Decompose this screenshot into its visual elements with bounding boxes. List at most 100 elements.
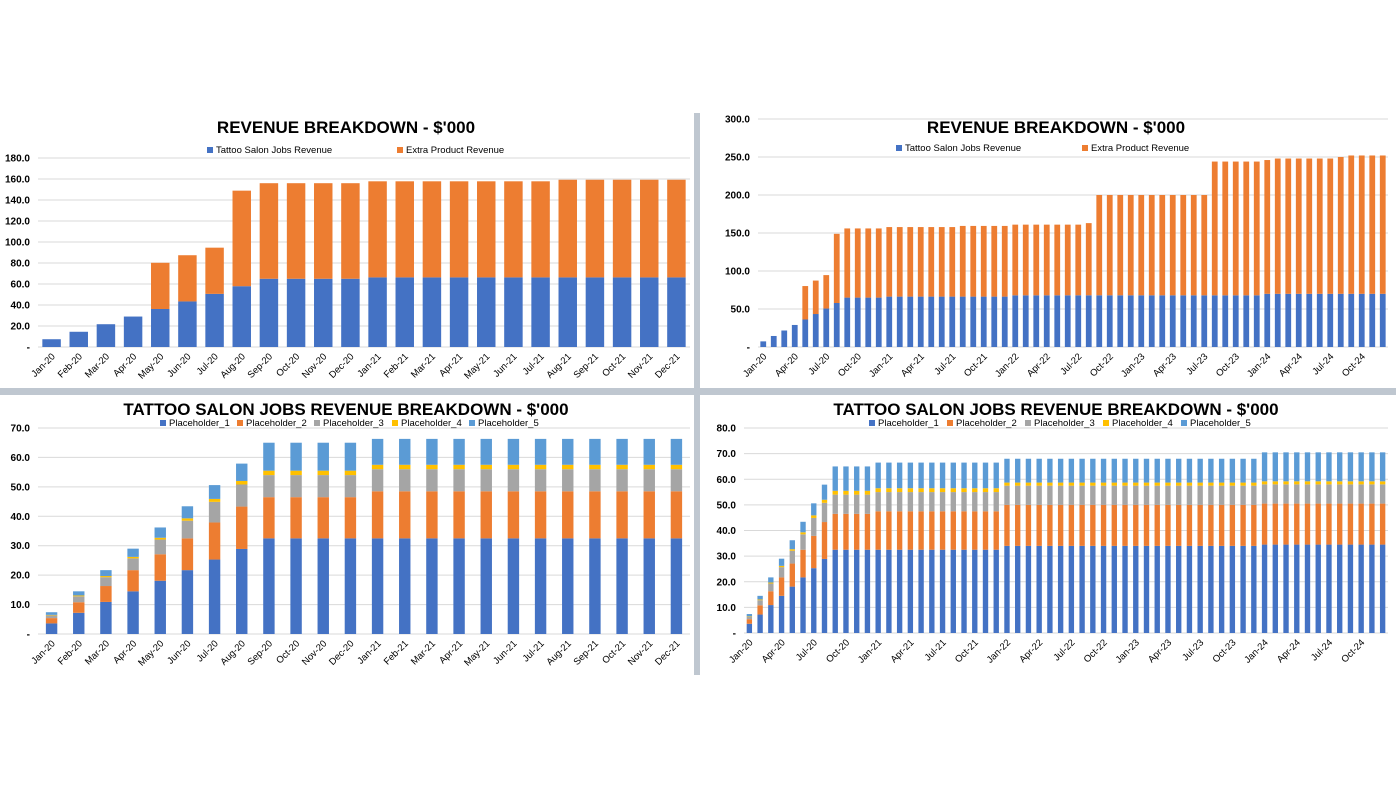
bar-tattoo-salon-jobs-revenue-may-20	[151, 308, 170, 347]
bar-placeholder-2-dec-21	[993, 511, 999, 550]
bar-placeholder-2-nov-20	[854, 513, 860, 550]
bar-placeholder-4-nov-23	[1240, 482, 1246, 486]
bar-placeholder-1-aug-22	[1079, 545, 1085, 633]
bar-tattoo-salon-jobs-revenue-apr-20	[123, 316, 143, 347]
bar-placeholder-2-sep-21	[589, 491, 601, 539]
x-tick-label: Jun-20	[165, 638, 193, 666]
bar-placeholder-4-mar-21	[426, 464, 438, 470]
x-tick-label: Apr-22	[1017, 637, 1045, 665]
bar-placeholder-5-dec-24	[1379, 452, 1386, 482]
bar-placeholder-4-nov-20	[317, 470, 329, 476]
bar-extra-product-revenue-mar-21	[907, 227, 914, 297]
bar-extra-product-revenue-feb-21	[395, 181, 414, 278]
bar-placeholder-1-jun-20	[800, 577, 806, 633]
x-tick-label: Apr-24	[1275, 637, 1303, 665]
bar-placeholder-2-oct-22	[1100, 504, 1107, 546]
bar-placeholder-4-jun-21	[929, 488, 935, 493]
bar-placeholder-3-aug-21	[950, 492, 956, 512]
bar-placeholder-4-may-20	[789, 549, 795, 551]
x-tick-label: Jan-21	[856, 637, 884, 665]
bar-placeholder-4-may-21	[918, 488, 924, 493]
bar-extra-product-revenue-feb-24	[1274, 158, 1281, 294]
bar-placeholder-1-may-21	[480, 538, 492, 634]
bar-placeholder-4-aug-21	[562, 464, 574, 470]
bar-tattoo-salon-jobs-revenue-mar-20	[781, 330, 788, 347]
bar-tattoo-salon-jobs-revenue-jan-22	[1012, 295, 1019, 347]
x-tick-label: Jan-23	[1119, 351, 1147, 379]
x-tick-label: Apr-24	[1277, 351, 1305, 379]
bar-placeholder-2-mar-20	[768, 591, 774, 606]
bar-placeholder-3-jul-22	[1068, 485, 1075, 505]
bar-tattoo-salon-jobs-revenue-nov-24	[1369, 293, 1376, 347]
y-tick-label: 80.0	[717, 424, 737, 435]
bar-placeholder-5-jun-24	[1315, 452, 1321, 482]
bar-extra-product-revenue-aug-21	[558, 179, 577, 278]
x-tick-label: Jan-20	[29, 351, 57, 379]
bar-placeholder-5-apr-24	[1294, 452, 1300, 482]
bar-placeholder-4-apr-21	[907, 488, 914, 493]
bar-placeholder-1-feb-20	[757, 614, 763, 633]
bar-placeholder-4-jan-24	[1261, 481, 1268, 485]
bar-placeholder-5-jun-21	[507, 438, 520, 465]
bar-placeholder-5-feb-20	[73, 591, 85, 596]
bar-tattoo-salon-jobs-revenue-dec-21	[667, 277, 686, 347]
bar-placeholder-2-feb-23	[1143, 504, 1150, 546]
bar-placeholder-4-sep-21	[961, 488, 967, 493]
x-tick-label: Apr-23	[1146, 637, 1174, 665]
bar-tattoo-salon-jobs-revenue-nov-23	[1243, 295, 1250, 347]
bar-placeholder-3-feb-21	[399, 469, 411, 492]
bar-placeholder-4-mar-24	[1283, 481, 1289, 485]
bar-placeholder-1-oct-24	[1358, 544, 1364, 633]
bar-placeholder-3-oct-24	[1358, 484, 1364, 504]
bar-placeholder-2-may-20	[789, 563, 795, 587]
bar-placeholder-3-feb-22	[1015, 485, 1021, 505]
bar-tattoo-salon-jobs-revenue-apr-20	[791, 324, 798, 347]
bar-placeholder-4-jun-23	[1186, 482, 1193, 486]
bar-extra-product-revenue-aug-21	[959, 225, 966, 297]
bar-placeholder-4-jan-21	[371, 464, 384, 470]
bar-tattoo-salon-jobs-revenue-aug-21	[558, 277, 577, 347]
bar-placeholder-5-sep-20	[832, 466, 838, 491]
y-tick-label: 60.0	[11, 453, 31, 464]
bar-placeholder-4-feb-23	[1143, 482, 1150, 486]
bar-placeholder-4-sep-21	[589, 464, 601, 470]
chart-title: REVENUE BREAKDOWN - $'000	[927, 118, 1185, 137]
x-tick-label: Jan-21	[355, 638, 383, 666]
x-tick-label: Oct-20	[274, 638, 302, 666]
bar-placeholder-1-jul-21	[534, 538, 547, 634]
bar-placeholder-5-oct-24	[1358, 452, 1364, 482]
bar-extra-product-revenue-sep-21	[970, 225, 977, 297]
bar-placeholder-5-apr-20	[778, 558, 785, 566]
bar-placeholder-2-jan-20	[746, 619, 753, 624]
legend-entry: Tattoo Salon Jobs Revenue	[216, 145, 332, 156]
bar-placeholder-1-dec-20	[344, 538, 357, 634]
bar-placeholder-2-jun-23	[1186, 504, 1193, 546]
bar-placeholder-2-mar-21	[896, 511, 903, 550]
x-tick-label: Oct-20	[836, 351, 864, 379]
bar-placeholder-1-jun-22	[1057, 545, 1064, 633]
bar-placeholder-1-nov-20	[854, 549, 860, 633]
bar-extra-product-revenue-feb-22	[1022, 224, 1029, 296]
bar-tattoo-salon-jobs-revenue-feb-24	[1274, 293, 1281, 347]
bar-extra-product-revenue-apr-22	[1043, 224, 1050, 296]
bar-placeholder-2-sep-20	[263, 497, 275, 539]
tattoo-monthly-svg: -10.020.030.040.050.060.070.0Jan-20Feb-2…	[11, 400, 690, 669]
bar-tattoo-salon-jobs-revenue-mar-22	[1033, 295, 1040, 347]
bar-tattoo-salon-jobs-revenue-aug-23	[1211, 295, 1218, 347]
bar-extra-product-revenue-nov-22	[1117, 195, 1124, 296]
x-tick-label: Oct-23	[1211, 637, 1239, 665]
bar-placeholder-1-sep-21	[961, 549, 967, 633]
bar-placeholder-4-nov-21	[982, 488, 989, 493]
bar-placeholder-1-apr-20	[127, 591, 139, 634]
bar-placeholder-2-jan-21	[371, 491, 384, 539]
x-tick-label: Mar-20	[83, 351, 112, 380]
bar-tattoo-salon-jobs-revenue-dec-22	[1127, 295, 1134, 347]
x-tick-label: Oct-20	[274, 351, 302, 379]
bar-placeholder-4-dec-24	[1379, 481, 1386, 485]
bar-extra-product-revenue-aug-22	[1085, 223, 1092, 296]
bar-placeholder-2-jan-21	[875, 511, 881, 550]
bar-tattoo-salon-jobs-revenue-dec-21	[1001, 296, 1008, 347]
y-tick-label: 50.0	[731, 305, 751, 316]
x-tick-label: Jul-21	[923, 637, 949, 663]
bar-placeholder-4-oct-22	[1100, 482, 1107, 486]
